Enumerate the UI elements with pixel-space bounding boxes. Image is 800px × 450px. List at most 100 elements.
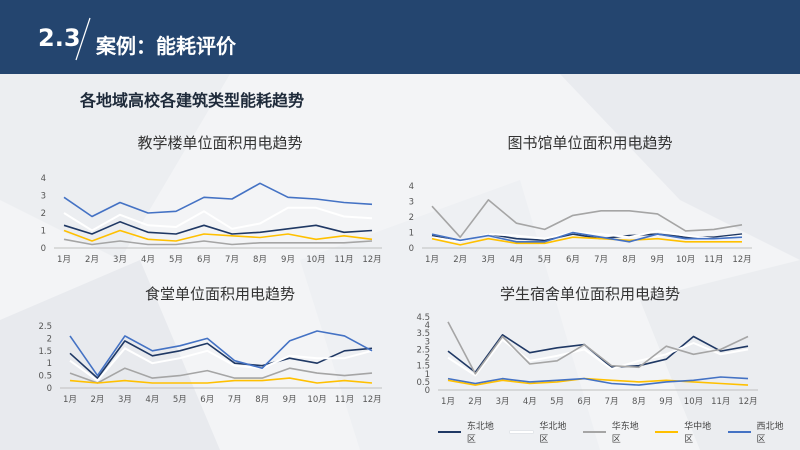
x-tick-label: 10月 — [307, 395, 326, 405]
y-tick-label: 0 — [409, 244, 414, 254]
section-number: 2.3 — [38, 24, 81, 52]
legend-item: 西北地区 — [727, 419, 786, 445]
x-tick-label: 5月 — [538, 255, 552, 265]
x-tick-label: 7月 — [605, 397, 619, 407]
x-tick-label: 1月 — [425, 255, 439, 265]
legend-swatch — [727, 431, 751, 433]
x-tick-label: 4月 — [141, 255, 155, 265]
x-tick-label: 3月 — [113, 255, 127, 265]
legend-label: 华中地区 — [684, 422, 712, 445]
x-tick-label: 6月 — [577, 397, 591, 407]
y-tick-label: 0 — [425, 386, 430, 396]
series-line-2 — [63, 206, 373, 232]
legend-item: 东北地区 — [438, 419, 496, 445]
x-tick-label: 1月 — [63, 395, 77, 405]
x-tick-label: 12月 — [362, 395, 381, 405]
chart-title-classroom: 教学楼单位面积用电趋势 — [137, 134, 303, 152]
series-line-5 — [69, 330, 373, 377]
x-tick-label: 9月 — [281, 255, 295, 265]
x-tick-label: 11月 — [335, 395, 354, 405]
series-line-3 — [447, 321, 749, 375]
y-tick-label: 1.5 — [38, 347, 52, 357]
series-line-5 — [63, 182, 373, 218]
x-tick-label: 12月 — [738, 397, 757, 407]
x-tick-label: 3月 — [118, 395, 132, 405]
x-tick-label: 4月 — [523, 397, 537, 407]
legend-label: 西北地区 — [756, 422, 784, 445]
y-tick-label: 3 — [409, 198, 414, 208]
y-tick-label: 1 — [41, 227, 46, 237]
chart-library: 0 1 2 3 4 1月 2月 3月 4月 5月 6月 7月 8月 9月 10月 11月 12月 — [409, 182, 752, 265]
x-tick-label: 1月 — [441, 397, 455, 407]
series-line-4 — [431, 236, 742, 246]
x-tick-label: 8月 — [253, 255, 267, 265]
y-tick-label: 1 — [425, 370, 430, 380]
x-tick-label: 12月 — [362, 255, 381, 265]
legend-item: 华中地区 — [655, 419, 713, 445]
y-tick-label: 1 — [409, 229, 414, 239]
series-line-3 — [69, 367, 373, 384]
page-subtitle: 各地域高校各建筑类型能耗趋势 — [80, 91, 305, 110]
series-line-4 — [63, 229, 373, 242]
legend-item: 华东地区 — [582, 419, 641, 445]
chart-title-dormitory: 学生宿舍单位面积用电趋势 — [499, 285, 680, 303]
x-tick-label: 11月 — [334, 255, 353, 265]
series-line-3 — [431, 199, 743, 238]
x-tick-label: 5月 — [169, 255, 183, 265]
series-line-1 — [69, 340, 373, 379]
x-tick-label: 10月 — [306, 255, 325, 265]
series-line-2 — [431, 229, 743, 243]
y-tick-label: 3 — [425, 337, 430, 347]
x-tick-label: 11月 — [711, 397, 730, 407]
x-tick-label: 3月 — [496, 397, 510, 407]
x-tick-label: 10月 — [676, 255, 695, 265]
y-tick-label: 2 — [47, 334, 52, 344]
legend-swatch — [582, 431, 606, 433]
chart-legend: 东北地区 华北地区 华东地区 华中地区 西北地区 — [438, 422, 800, 445]
y-tick-label: 4 — [409, 182, 414, 192]
legend-label: 东北地区 — [466, 422, 494, 445]
y-tick-label: 4 — [41, 174, 46, 184]
series-line-4 — [69, 377, 373, 384]
x-tick-label: 8月 — [632, 397, 646, 407]
y-tick-label: 2.5 — [416, 345, 430, 355]
legend-swatch — [510, 431, 534, 433]
x-tick-label: 9月 — [659, 397, 673, 407]
series-line-5 — [431, 231, 743, 243]
y-tick-label: 3 — [41, 192, 46, 202]
series-line-2 — [69, 347, 373, 382]
y-tick-label: 1.5 — [416, 362, 430, 372]
series-line-2 — [447, 338, 749, 377]
y-tick-label: 1 — [47, 359, 52, 369]
x-tick-label: 6月 — [197, 255, 211, 265]
x-tick-label: 2月 — [85, 255, 99, 265]
series-line-1 — [63, 221, 373, 235]
y-tick-label: 4 — [425, 321, 430, 331]
x-tick-label: 11月 — [704, 255, 723, 265]
y-tick-label: 2.5 — [38, 322, 52, 332]
x-tick-label: 8月 — [622, 255, 636, 265]
x-tick-label: 7月 — [594, 255, 608, 265]
header-bar: 2.3 案例：能耗评价 — [0, 0, 800, 74]
x-tick-label: 6月 — [566, 255, 580, 265]
x-tick-label: 2月 — [90, 395, 104, 405]
y-tick-label: 0.5 — [416, 378, 430, 388]
x-tick-label: 4月 — [510, 255, 524, 265]
legend-label: 华东地区 — [611, 422, 639, 445]
x-tick-label: 9月 — [650, 255, 664, 265]
y-tick-label: 4.5 — [416, 313, 430, 323]
x-tick-label: 2月 — [453, 255, 467, 265]
chart-dormitory: 00.511.522.533.544.5 1月 2月 3月 4月 5月 6月 7月 8月 9月 10… — [416, 313, 758, 407]
legend-swatch — [438, 431, 461, 433]
chart-title-canteen: 食堂单位面积用电趋势 — [144, 285, 295, 303]
series-line-4 — [447, 377, 749, 386]
chart-canteen: 0 0.5 1 1.5 2 2.5 1月 2月 3月 4月 5月 6月 7月 8月 9月 10月 11月 12月 — [38, 322, 382, 405]
x-tick-label: 4月 — [145, 395, 159, 405]
x-tick-label: 2月 — [468, 397, 482, 407]
y-tick-label: 2 — [425, 354, 430, 364]
x-tick-label: 3月 — [481, 255, 495, 265]
y-tick-label: 2 — [41, 209, 46, 219]
y-tick-label: 0 — [41, 244, 46, 254]
series-line-3 — [63, 238, 373, 246]
